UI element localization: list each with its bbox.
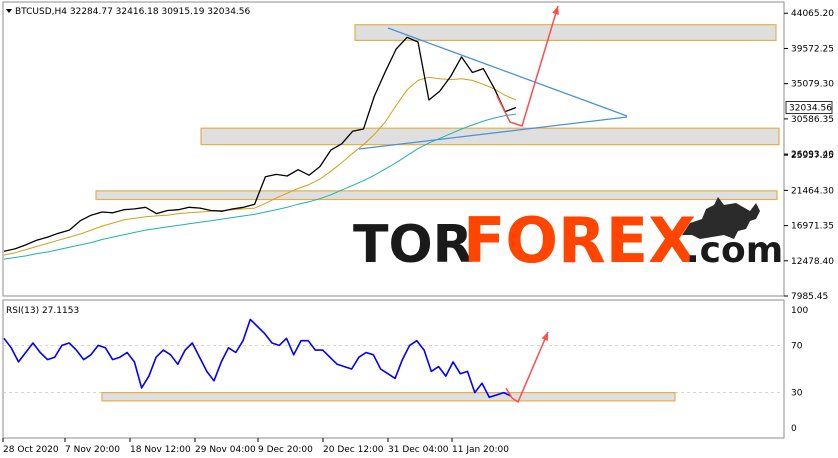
last-price-label: 32034.56 (789, 104, 832, 114)
trendline-upper (387, 27, 628, 117)
rsi-label: RSI(13) 27.1153 (6, 306, 79, 316)
rsi-panel (2, 299, 785, 439)
price-tick-label: 16971.35 (791, 222, 834, 232)
trend-annotations (358, 5, 628, 404)
price-tick-label: 25957.25 (791, 151, 834, 161)
moving-average-fast (3, 76, 517, 256)
price-tick-label: 44065.20 (791, 9, 834, 19)
time-tick-label: 9 Dec 20:00 (258, 445, 313, 455)
rsi-tick-label: 70 (791, 341, 803, 351)
time-tick-label: 11 Jan 20:00 (452, 445, 509, 455)
watermark-logo: TOR FOREX .com (353, 197, 783, 277)
price-tick-label: 26093.40 (791, 150, 834, 160)
axes: 44065.20 39572.25 35079.30 30586.35 26093.40… (2, 9, 834, 455)
time-tick-label: 7 Nov 20:00 (65, 445, 120, 455)
rsi-tick-label: 100 (791, 306, 808, 316)
time-tick-label: 31 Dec 04:00 (388, 445, 449, 455)
price-line (3, 36, 517, 252)
rsi-tick-label: 0 (791, 424, 797, 434)
price-tick-label: 7985.45 (791, 292, 828, 302)
price-tick-label: 35079.30 (791, 80, 834, 90)
price-tick-label: 39572.25 (791, 44, 834, 54)
last-price-box (785, 101, 833, 114)
watermark-text-tor: TOR (353, 215, 473, 275)
forecast-arrow-price (496, 5, 559, 127)
time-tick-label: 29 Nov 04:00 (195, 445, 256, 455)
time-tick-label: 20 Dec 12:00 (323, 445, 384, 455)
rsi-tick-label: 30 (791, 389, 803, 399)
time-tick-label: 18 Nov 12:00 (130, 445, 191, 455)
price-zone (95, 190, 778, 201)
forecast-arrow-rsi-head (541, 332, 548, 341)
price-tick-label: 30586.35 (791, 115, 834, 125)
price-zone (200, 127, 780, 146)
indicator-lines (3, 36, 517, 399)
price-tick-label: 21464.30 (791, 186, 834, 196)
watermark-text-forex: FOREX (463, 204, 696, 277)
symbol-info: BTCUSD,H4 32284.77 32416.18 30915.19 320… (15, 7, 251, 17)
support-resistance-zones (95, 24, 780, 402)
forecast-arrow-price-head (552, 6, 559, 15)
rsi-zone (101, 392, 676, 402)
bull-icon (682, 197, 760, 239)
price-zone (354, 24, 777, 42)
dropdown-triangle-icon[interactable] (6, 9, 12, 13)
rsi-line (3, 318, 512, 399)
price-tick-label: 12478.40 (791, 257, 834, 267)
trendline-lower (358, 116, 628, 150)
price-panel (2, 1, 785, 297)
time-tick-label: 28 Oct 2020 (3, 445, 59, 455)
forecast-arrow-rsi (505, 331, 549, 404)
moving-average-slow (3, 113, 517, 260)
